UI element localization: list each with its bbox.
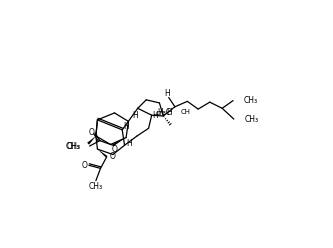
Polygon shape: [87, 136, 96, 145]
Text: CH: CH: [181, 109, 191, 115]
Text: H: H: [164, 89, 170, 98]
Text: H: H: [153, 112, 159, 121]
Polygon shape: [112, 138, 126, 146]
Text: O: O: [109, 152, 115, 161]
Text: CH₃: CH₃: [244, 96, 258, 105]
Text: H₃C: H₃C: [157, 108, 171, 117]
Text: H: H: [133, 111, 138, 120]
Text: O: O: [82, 161, 88, 170]
Text: O: O: [88, 128, 94, 137]
Text: CH₃: CH₃: [66, 142, 80, 151]
Text: CH: CH: [156, 111, 165, 116]
Polygon shape: [98, 149, 108, 158]
Text: CH₃: CH₃: [245, 115, 259, 124]
Text: H: H: [123, 122, 129, 130]
Text: H: H: [166, 108, 172, 117]
Text: CH₃: CH₃: [66, 142, 80, 151]
Text: CH₃: CH₃: [89, 182, 103, 191]
Text: O: O: [112, 145, 118, 154]
Text: H: H: [126, 139, 132, 148]
